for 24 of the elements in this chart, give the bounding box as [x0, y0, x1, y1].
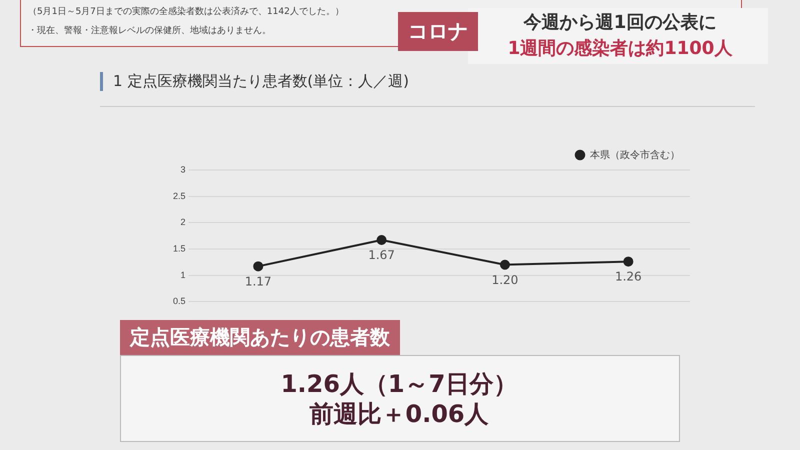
y-tick-label: 2.5 — [172, 190, 186, 201]
text: 定点医療機関あたりの患者数 — [120, 320, 400, 355]
y-tick-label: 3 — [180, 164, 186, 174]
y-tick-label: 2 — [180, 217, 186, 228]
text: 今週から週1回の公表に — [522, 11, 718, 34]
text: 1.26人（1～7日分） — [280, 369, 518, 400]
data-label: 1.20 — [492, 272, 518, 287]
data-label: 1.26 — [614, 270, 642, 284]
legend-label: 本県（政令市含む） — [590, 148, 680, 161]
y-tick-label: 0.5 — [172, 296, 186, 306]
y-tick-label: 1 — [180, 270, 186, 280]
text: ・現在、警報・注意報レベルの保健所、地域はありません。 — [28, 24, 271, 37]
chart-title: 1 定点医療機関当たり患者数(単位：人／週) — [100, 72, 410, 91]
data-label: 1.67 — [368, 248, 395, 262]
point — [376, 235, 387, 246]
point — [623, 256, 634, 267]
point — [500, 260, 510, 270]
text: 前週比＋0.06人 — [308, 399, 490, 430]
y-tick-label: 1.5 — [172, 243, 186, 254]
text: 1週間の感染者は約1100人 — [506, 37, 734, 60]
data-label: 1.17 — [244, 274, 272, 288]
point — [253, 261, 264, 272]
text: （5月1日～5月7日までの実際の全感染者数は公表済みで、1142人でした。） — [28, 6, 344, 18]
text: コロナ — [398, 12, 478, 51]
